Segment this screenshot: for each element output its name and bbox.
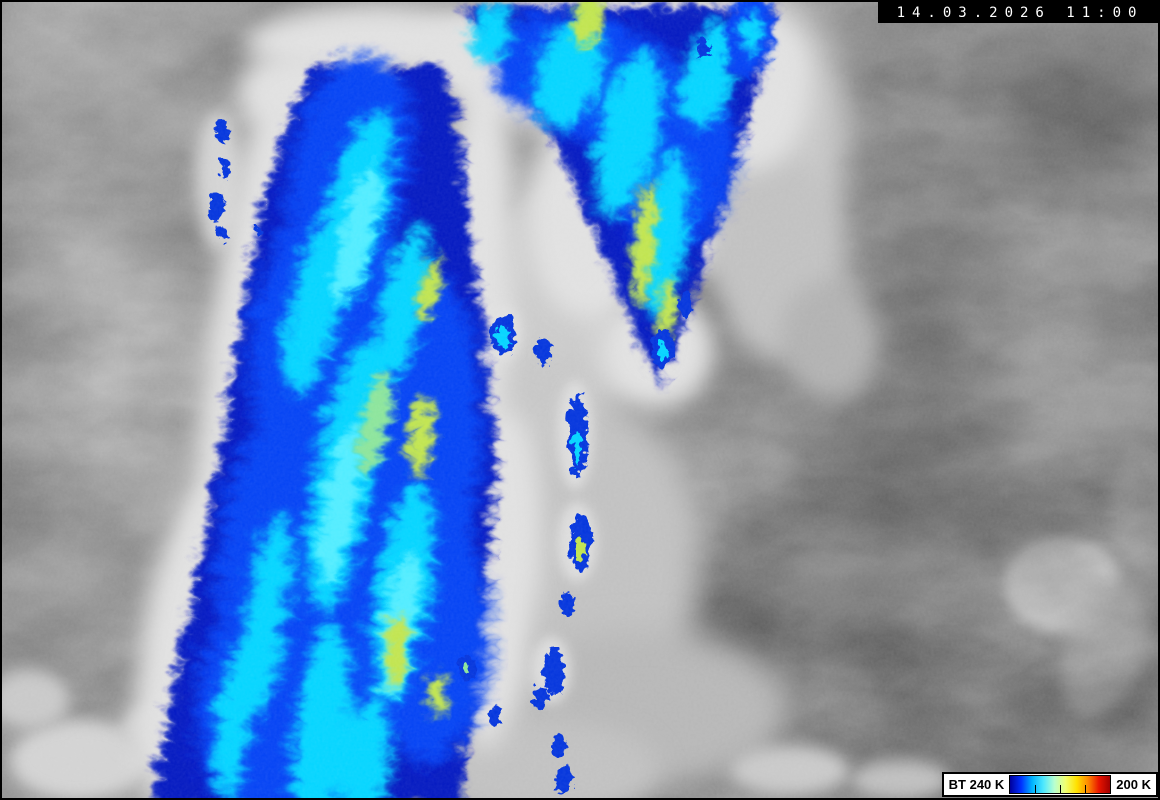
colorbar-legend: BT 240 K 200 K [941,772,1158,797]
legend-tick [1060,785,1062,793]
timestamp-text: 14.03.2026 11:00 [896,4,1144,21]
legend-label-left: BT 240 K [948,777,1005,792]
legend-gradient [1009,775,1112,794]
legend-tick [1035,785,1037,793]
legend-tick [1085,785,1087,793]
legend-label-right: 200 K [1116,777,1151,792]
timestamp-overlay: 14.03.2026 11:00 [878,2,1158,23]
